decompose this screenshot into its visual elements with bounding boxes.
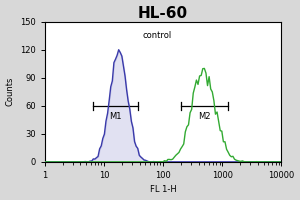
Y-axis label: Counts: Counts: [6, 77, 15, 106]
Text: M1: M1: [110, 112, 122, 121]
Text: M2: M2: [198, 112, 211, 121]
X-axis label: FL 1-H: FL 1-H: [150, 185, 176, 194]
Text: control: control: [142, 31, 172, 40]
Title: HL-60: HL-60: [138, 6, 188, 21]
